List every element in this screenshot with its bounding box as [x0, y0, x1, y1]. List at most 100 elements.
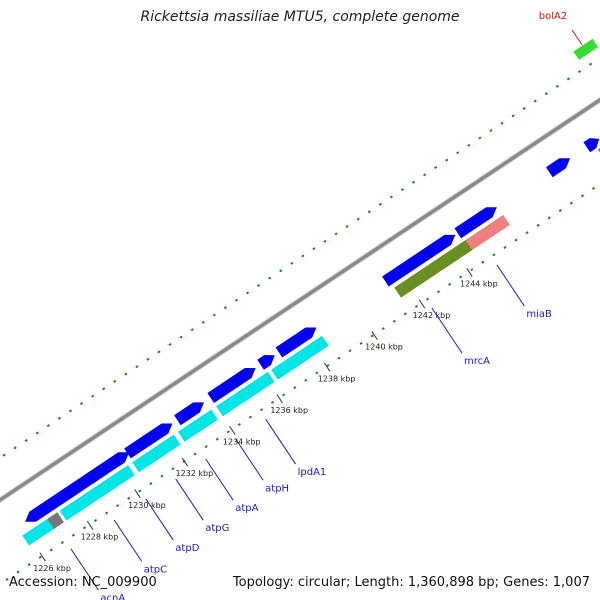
outer-dot — [223, 306, 228, 310]
inner-dot — [193, 452, 197, 456]
inner-dot — [38, 555, 42, 559]
gray-segment-1 — [47, 512, 64, 529]
outer-dot — [79, 402, 84, 406]
inner-dot — [569, 201, 573, 205]
olive-segment — [394, 239, 473, 298]
outer-dot — [46, 424, 50, 428]
inner-dot — [403, 312, 407, 316]
outer-dot — [566, 77, 571, 81]
salmon-segment — [465, 214, 510, 250]
outer-dot — [190, 328, 194, 332]
gene-label-atpH: atpH — [265, 483, 289, 494]
outer-dot — [367, 210, 371, 214]
cds-gene-12 — [583, 138, 600, 153]
major-tick — [371, 331, 378, 341]
cds-gene-6 — [207, 368, 256, 403]
inner-dot — [315, 371, 319, 375]
inner-dot — [503, 245, 507, 249]
outer-dot — [257, 283, 261, 288]
outer-dot — [555, 84, 559, 88]
map-title: Rickettsia massiliae MTU5, complete geno… — [140, 9, 460, 25]
outer-dot — [323, 239, 327, 243]
gene-leader-miaB — [496, 264, 525, 307]
tick-label-9: 1242 kbp — [413, 311, 451, 320]
gene-leader-atpD — [145, 498, 174, 541]
outer-dot — [157, 350, 161, 354]
inner-dot — [591, 186, 596, 190]
cyan-segment-3 — [132, 434, 181, 473]
tick-label-5: 1234 kbp — [223, 438, 261, 447]
cds-gene-7 — [257, 355, 275, 370]
gene-leader-lpdA1 — [265, 418, 297, 465]
outer-dot — [279, 269, 283, 273]
gene-leader-atpH — [235, 438, 264, 481]
inner-dot — [293, 386, 297, 390]
inner-dot — [82, 526, 87, 530]
inner-dot — [370, 334, 374, 338]
outer-dot — [312, 247, 316, 251]
gene-leader-atpC — [113, 519, 143, 562]
inner-dot — [215, 437, 219, 441]
outer-dot — [179, 335, 183, 339]
bolA2-feature — [573, 38, 599, 60]
gene-label-atpG: atpG — [205, 523, 229, 534]
outer-dot — [422, 173, 427, 177]
major-tick — [181, 457, 189, 467]
inner-dot — [259, 408, 264, 412]
inner-dot — [525, 231, 529, 235]
gray-segment-2 — [597, 148, 600, 153]
cds-gene-5 — [174, 402, 204, 426]
cds-gene-1 — [25, 491, 66, 522]
inner-dot — [425, 297, 430, 301]
inner-dot — [237, 422, 241, 427]
inner-dot — [116, 504, 120, 508]
outer-dot — [68, 409, 73, 413]
tick-label-10: 1244 kbp — [460, 279, 498, 288]
outer-dot — [135, 365, 139, 369]
outer-dot — [212, 313, 216, 317]
outer-dot — [411, 180, 416, 184]
inner-dot — [127, 496, 131, 500]
outer-dot — [500, 121, 504, 125]
inner-dot — [304, 378, 308, 382]
tick-label-2: 1228 kbp — [81, 532, 119, 541]
outer-dot — [301, 254, 305, 258]
inner-dot — [381, 327, 385, 331]
cyan-segment-5 — [216, 371, 275, 417]
inner-dot — [71, 533, 76, 537]
tick-label-3: 1230 kbp — [128, 501, 166, 510]
outer-dot — [124, 372, 128, 376]
outer-dot — [533, 99, 537, 103]
cds-gene-8 — [275, 327, 317, 358]
major-tick — [466, 267, 473, 277]
major-tick — [39, 552, 46, 562]
topology-label: Topology: circular; Length: 1,360,898 bp… — [232, 575, 590, 590]
outer-dot — [577, 70, 582, 74]
outer-dot — [345, 224, 349, 229]
inner-dot — [226, 430, 230, 434]
outer-dot — [588, 62, 593, 66]
gene-leader-acnA — [70, 548, 99, 591]
inner-dot — [60, 541, 64, 545]
outer-dot — [2, 453, 6, 457]
cds-gene-3 — [113, 452, 125, 466]
tick-label-4: 1232 kbp — [175, 469, 213, 478]
major-tick — [276, 394, 283, 404]
gene-leader-atpA — [205, 458, 234, 501]
inner-dot — [448, 282, 452, 286]
genome-backbone — [0, 98, 600, 502]
cds-gene-11 — [546, 158, 571, 178]
inner-dot — [270, 400, 275, 404]
inner-dot — [481, 260, 485, 264]
outer-dot — [445, 158, 449, 162]
outer-dot — [146, 357, 150, 361]
gene-label-atpD: atpD — [175, 543, 199, 554]
outer-dot — [201, 320, 205, 324]
cds-gene-2 — [55, 452, 130, 505]
major-tick — [86, 520, 94, 530]
outer-dot — [544, 92, 548, 96]
inner-dot — [49, 548, 53, 552]
inner-dot — [459, 275, 463, 279]
inner-dot — [536, 223, 540, 227]
